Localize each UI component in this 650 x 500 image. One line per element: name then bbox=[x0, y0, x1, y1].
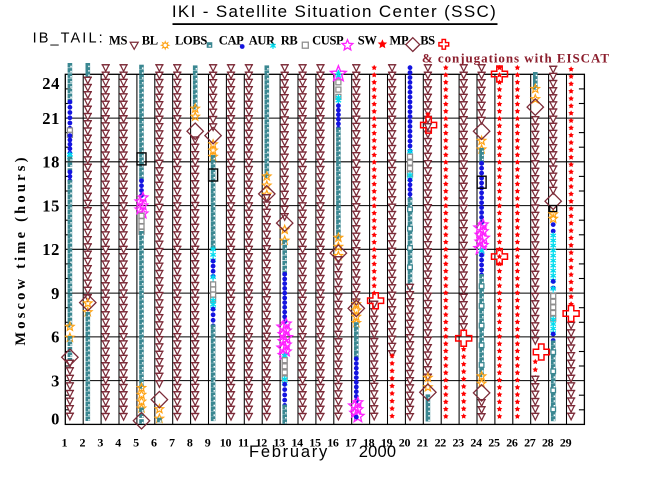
svg-text:1: 1 bbox=[62, 436, 68, 450]
svg-text:14: 14 bbox=[291, 436, 303, 450]
svg-text:6: 6 bbox=[151, 436, 157, 450]
svg-text:20: 20 bbox=[399, 436, 411, 450]
svg-text:29: 29 bbox=[560, 436, 572, 450]
svg-text:22: 22 bbox=[435, 436, 447, 450]
svg-text:SW: SW bbox=[358, 34, 378, 48]
svg-text:MS: MS bbox=[109, 34, 127, 48]
svg-text:15: 15 bbox=[309, 436, 321, 450]
svg-text:LOBS: LOBS bbox=[175, 34, 207, 48]
svg-text:27: 27 bbox=[524, 436, 536, 450]
svg-text:2: 2 bbox=[79, 436, 85, 450]
svg-text:28: 28 bbox=[542, 436, 554, 450]
svg-text:17: 17 bbox=[345, 436, 357, 450]
svg-text:18: 18 bbox=[42, 153, 60, 172]
svg-text:21: 21 bbox=[417, 436, 429, 450]
svg-text:RB: RB bbox=[281, 34, 298, 48]
svg-text:12: 12 bbox=[256, 436, 268, 450]
svg-text:9: 9 bbox=[205, 436, 211, 450]
svg-text:15: 15 bbox=[42, 196, 60, 215]
svg-text:MP: MP bbox=[390, 34, 409, 48]
svg-text:25: 25 bbox=[488, 436, 500, 450]
svg-text:3: 3 bbox=[51, 371, 60, 390]
svg-text:4: 4 bbox=[115, 436, 121, 450]
svg-text:5: 5 bbox=[133, 436, 139, 450]
svg-text:23: 23 bbox=[452, 436, 464, 450]
svg-text:9: 9 bbox=[51, 284, 60, 303]
svg-text:February: February bbox=[249, 443, 329, 461]
svg-text:BS: BS bbox=[420, 34, 435, 48]
svg-text:6: 6 bbox=[51, 328, 60, 347]
svg-text:13: 13 bbox=[273, 436, 285, 450]
svg-text:Moscow time (hours): Moscow time (hours) bbox=[13, 154, 29, 345]
svg-text:& conjugations with EISCAT: & conjugations with EISCAT bbox=[422, 51, 610, 66]
svg-text:18: 18 bbox=[363, 436, 375, 450]
svg-text:7: 7 bbox=[169, 436, 175, 450]
svg-text:11: 11 bbox=[238, 436, 249, 450]
svg-text:AUR: AUR bbox=[249, 34, 276, 48]
svg-text:19: 19 bbox=[381, 436, 393, 450]
svg-text:CAP: CAP bbox=[219, 34, 244, 48]
svg-text:2000: 2000 bbox=[359, 443, 397, 461]
svg-text:8: 8 bbox=[187, 436, 193, 450]
svg-text:0: 0 bbox=[51, 410, 60, 429]
svg-text:24: 24 bbox=[42, 74, 60, 93]
svg-text:21: 21 bbox=[42, 109, 60, 128]
svg-text:16: 16 bbox=[327, 436, 339, 450]
svg-text:BL: BL bbox=[142, 34, 158, 48]
svg-text:24: 24 bbox=[470, 436, 482, 450]
svg-text:12: 12 bbox=[42, 240, 60, 259]
svg-text:3: 3 bbox=[97, 436, 103, 450]
svg-text:CUSP: CUSP bbox=[312, 34, 344, 48]
svg-text:IKI - Satellite Situation Cent: IKI - Satellite Situation Center (SSC) bbox=[172, 2, 497, 21]
svg-text:IB_TAIL:: IB_TAIL: bbox=[33, 31, 105, 47]
svg-text:10: 10 bbox=[220, 436, 232, 450]
svg-text:26: 26 bbox=[506, 436, 518, 450]
